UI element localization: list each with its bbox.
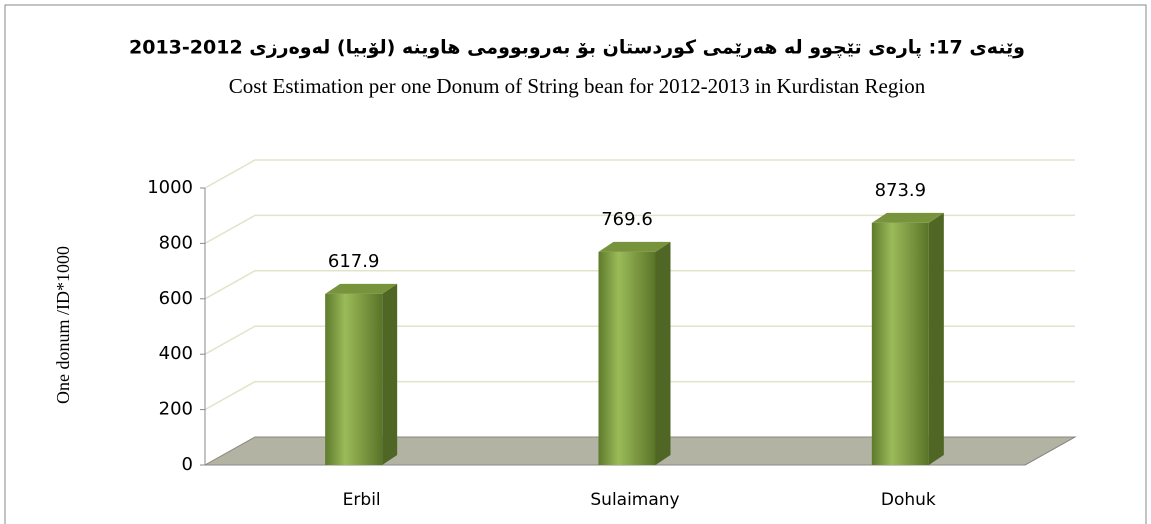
data-label: 769.6 xyxy=(601,209,653,230)
bar-top xyxy=(325,283,398,294)
x-tick-label: Erbil xyxy=(343,490,381,510)
data-label: 873.9 xyxy=(875,180,927,201)
bar-side xyxy=(928,212,944,465)
bar-top xyxy=(871,212,944,223)
y-tick-label: 800 xyxy=(159,232,193,253)
chart-subtitle: Cost Estimation per one Donum of String … xyxy=(229,74,926,98)
bar-side xyxy=(382,283,398,465)
y-tick-label: 0 xyxy=(182,454,193,475)
y-tick-label: 1000 xyxy=(147,177,193,198)
grid-line xyxy=(204,380,1075,411)
grid-line xyxy=(204,270,1075,300)
bar xyxy=(598,251,656,465)
y-axis-label: One donum /ID*1000 xyxy=(53,246,73,404)
grid-line xyxy=(204,159,1075,189)
y-tick-label: 600 xyxy=(159,288,193,309)
x-tick-label: Sulaimany xyxy=(590,490,679,510)
bar-side xyxy=(655,241,671,465)
data-label: 617.9 xyxy=(328,251,380,272)
grid-line xyxy=(204,325,1075,355)
y-tick-label: 200 xyxy=(159,399,193,420)
chart-title: وێنەی 17: پارەی تێچوو لە هەرێمی کوردستان… xyxy=(129,37,1025,59)
bar xyxy=(325,293,383,465)
x-axis xyxy=(205,436,1076,466)
x-tick-label: Dohuk xyxy=(881,490,936,510)
grid-line xyxy=(204,214,1075,245)
bar xyxy=(871,222,929,465)
bar-top xyxy=(598,241,671,252)
y-tick-label: 400 xyxy=(159,343,193,364)
